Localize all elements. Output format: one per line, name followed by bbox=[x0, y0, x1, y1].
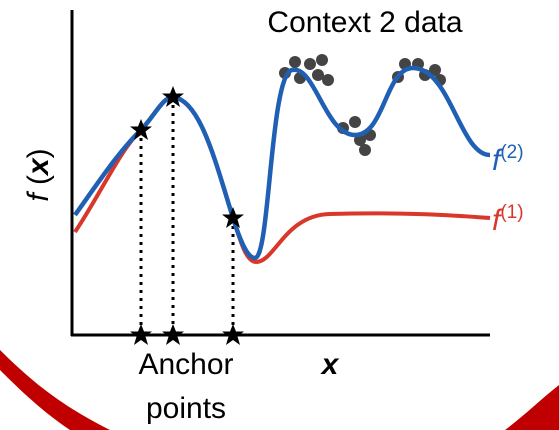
curve-label: f(1) bbox=[492, 202, 524, 237]
point bbox=[304, 58, 316, 70]
x-axis-label: x bbox=[320, 348, 340, 381]
point bbox=[322, 74, 334, 86]
title: Context 2 data bbox=[267, 6, 462, 39]
point bbox=[359, 144, 371, 156]
diagram: Context 2 data f (x) x Anchor points f(2… bbox=[0, 0, 559, 430]
point bbox=[349, 116, 361, 128]
star bbox=[162, 86, 184, 107]
y-axis-label: f (x) bbox=[22, 148, 55, 201]
anchor-label: Anchor bbox=[138, 348, 233, 381]
y-label-part: ( bbox=[22, 175, 55, 193]
anchor-label: points bbox=[146, 392, 226, 425]
curve-f2 bbox=[75, 68, 490, 258]
curve-label-sup: (1) bbox=[500, 202, 523, 223]
point bbox=[316, 54, 328, 66]
anchor-lines bbox=[141, 97, 233, 335]
swoosh bbox=[0, 350, 110, 430]
swoosh bbox=[505, 385, 559, 430]
curve-f1 bbox=[75, 97, 490, 262]
y-label-part: ) bbox=[22, 148, 55, 158]
curve-label: f(2) bbox=[492, 142, 524, 177]
y-label-part: x bbox=[22, 157, 55, 177]
page: Context 2 data f (x) x Anchor points f(2… bbox=[0, 0, 559, 430]
curve-label-sup: (2) bbox=[500, 142, 523, 163]
point bbox=[289, 56, 301, 68]
